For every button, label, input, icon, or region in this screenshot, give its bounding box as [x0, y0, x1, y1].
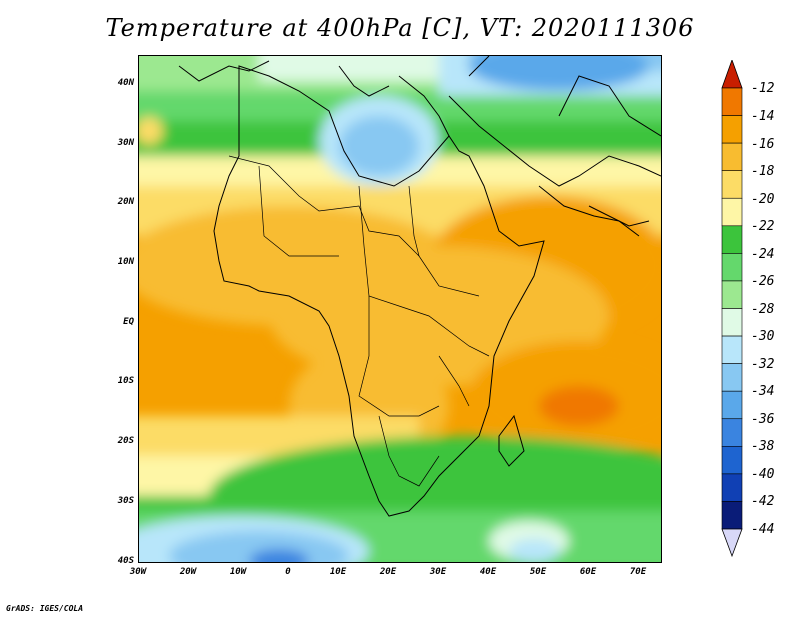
colorbar — [721, 60, 743, 558]
colorbar-label-9: -30 — [751, 329, 775, 344]
lon-label-70e: 70E — [629, 567, 647, 577]
colorbar-label-3: -18 — [751, 164, 775, 179]
colorbar-label-5: -22 — [751, 219, 775, 234]
colorbar-swatch — [721, 363, 743, 392]
coastlines — [178, 56, 661, 517]
colorbar-swatch — [721, 225, 743, 254]
colorbar-swatch — [721, 253, 743, 282]
colorbar-label-0: -12 — [751, 81, 775, 96]
colorbar-label-6: -24 — [751, 247, 775, 262]
lon-label-50e: 50E — [529, 567, 547, 577]
colorbar-swatch — [721, 501, 743, 530]
colorbar-label-15: -42 — [751, 494, 775, 509]
chart-title: Temperature at 400hPa [C], VT: 202011130… — [105, 14, 695, 42]
lon-label-20w: 20W — [179, 567, 197, 577]
colorbar-swatch — [721, 142, 743, 171]
lat-label-20s: 20S — [117, 436, 134, 446]
colorbar-swatch — [721, 390, 743, 420]
colorbar-swatch — [721, 418, 743, 447]
temperature-field — [139, 56, 661, 562]
colorbar-label-11: -34 — [751, 384, 775, 399]
colorbar-swatch — [721, 446, 743, 475]
lat-label-40n: 40N — [117, 78, 134, 88]
colorbar-swatch — [721, 87, 743, 116]
colorbar-label-13: -38 — [751, 439, 775, 454]
colorbar-top-arrow — [721, 60, 743, 89]
lat-label-30s: 30S — [117, 496, 134, 506]
field-bands — [139, 56, 661, 562]
lon-label-60e: 60E — [579, 567, 597, 577]
grads-credit: GrADS: IGES/COLA — [6, 604, 84, 613]
borders — [228, 155, 490, 487]
colorbar-label-8: -28 — [751, 302, 775, 317]
lat-label-20n: 20N — [117, 197, 134, 207]
lat-label-30n: 30N — [117, 138, 134, 148]
lon-label-30e: 30E — [429, 567, 447, 577]
colorbar-swatch — [721, 335, 743, 364]
lon-label-10w: 10W — [229, 567, 247, 577]
lon-label-10e: 10E — [329, 567, 347, 577]
lon-label-0: 0 — [285, 567, 291, 577]
colorbar-swatch — [721, 170, 743, 199]
colorbar-swatch — [721, 280, 743, 309]
colorbar-swatch — [721, 473, 743, 502]
colorbar-label-4: -20 — [751, 192, 775, 207]
colorbar-label-2: -16 — [751, 137, 775, 152]
colorbar-label-7: -26 — [751, 274, 775, 289]
colorbar-swatches — [721, 87, 743, 530]
colorbar-label-1: -14 — [751, 109, 775, 124]
lat-label-40s: 40S — [117, 556, 134, 566]
lon-label-30w: 30W — [129, 567, 147, 577]
lat-label-eq: EQ — [123, 317, 134, 327]
colorbar-label-10: -32 — [751, 357, 775, 372]
colorbar-label-16: -44 — [751, 522, 775, 537]
colorbar-label-14: -40 — [751, 467, 775, 482]
temperature-map — [138, 55, 662, 563]
colorbar-label-12: -36 — [751, 412, 775, 427]
lon-label-20e: 20E — [379, 567, 397, 577]
lat-label-10s: 10S — [117, 376, 134, 386]
colorbar-bottom-arrow — [721, 528, 743, 558]
colorbar-swatch — [721, 197, 743, 227]
colorbar-swatch — [721, 308, 743, 337]
lon-label-40e: 40E — [479, 567, 497, 577]
lat-label-10n: 10N — [117, 257, 134, 267]
colorbar-swatch — [721, 115, 743, 144]
